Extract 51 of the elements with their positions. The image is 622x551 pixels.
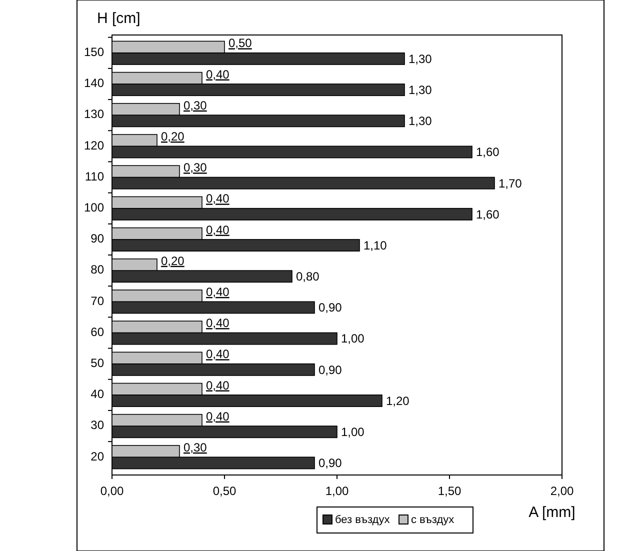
data-label: 0,40: [206, 67, 230, 82]
y-tick-label: 110: [84, 169, 104, 184]
data-label: 1,60: [476, 145, 500, 160]
y-tick-label: 120: [84, 138, 104, 152]
data-label: 0,30: [184, 440, 208, 454]
data-label: 0,90: [318, 362, 342, 377]
y-tick-label: 50: [90, 356, 104, 370]
data-label: 0,30: [184, 160, 208, 175]
data-label: 0,50: [228, 36, 252, 50]
x-tick-label: 0,00: [100, 484, 124, 498]
data-label: 0,90: [318, 456, 342, 470]
y-tick-label: 60: [90, 324, 104, 339]
x-tick-label: 1,50: [438, 484, 462, 498]
data-label: 1,10: [364, 238, 388, 252]
y-tick-label: 90: [90, 232, 104, 246]
data-label: 1,30: [408, 52, 432, 66]
y-tick-label: 130: [84, 107, 104, 122]
data-label: 0,40: [206, 378, 230, 392]
data-label: 1,30: [408, 114, 432, 128]
data-label: 1,30: [408, 82, 432, 97]
data-label: 0,40: [206, 222, 230, 237]
data-label: 1,70: [498, 176, 522, 190]
data-label: 0,40: [206, 284, 230, 299]
data-label: 0,40: [206, 192, 230, 206]
x-axis-title: A [mm]: [528, 504, 576, 521]
x-tick-label: 2,00: [550, 484, 574, 498]
data-label: 0,40: [206, 409, 230, 424]
y-tick-label: 70: [90, 294, 104, 308]
legend-label: без въздух: [335, 514, 390, 526]
legend-label: с въздух: [411, 514, 455, 526]
x-tick-label: 1,00: [325, 484, 349, 498]
data-label: 0,90: [318, 300, 342, 315]
y-tick-label: 40: [90, 387, 104, 402]
data-label: 1,00: [341, 425, 365, 440]
x-tick-label: 0,50: [212, 484, 236, 498]
data-label: 0,40: [206, 347, 230, 362]
y-tick-label: 20: [90, 449, 104, 464]
y-tick-label: 30: [90, 418, 104, 432]
y-tick-label: 140: [84, 76, 104, 90]
y-tick-label: 100: [84, 200, 104, 215]
y-axis-title: H [cm]: [97, 10, 140, 27]
data-label: 0,30: [184, 98, 208, 112]
data-label: 0,20: [161, 130, 185, 144]
data-label: 1,00: [341, 332, 365, 346]
data-label: 1,20: [386, 394, 410, 408]
data-label: 1,60: [476, 207, 500, 222]
data-label: 0,80: [296, 270, 320, 284]
data-label: 0,20: [161, 254, 185, 268]
data-label: 0,40: [206, 316, 230, 330]
y-tick-label: 150: [84, 45, 104, 60]
y-tick-label: 80: [90, 262, 104, 277]
